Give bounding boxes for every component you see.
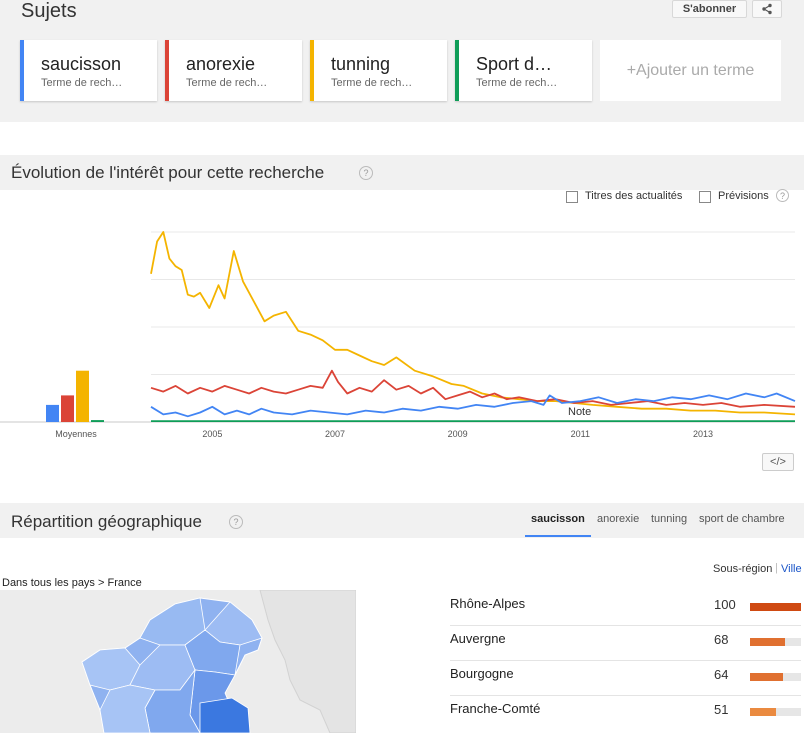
toggle-divider: | (775, 562, 778, 574)
average-bar-4 (91, 420, 104, 422)
france-map-shape (81, 590, 356, 733)
table-row[interactable]: Bourgogne 64 (450, 661, 801, 696)
region-value: 68 (714, 632, 729, 647)
share-button[interactable] (752, 0, 782, 18)
region-name: Bourgogne (450, 666, 514, 681)
region-name: Auvergne (450, 631, 506, 646)
region-bar (750, 638, 801, 646)
help-icon[interactable]: ? (229, 515, 243, 529)
interest-header: Évolution de l'intérêt pour cette recher… (0, 155, 804, 190)
term-name: tunning (331, 54, 391, 74)
region-bar-fill (750, 673, 783, 681)
topics-panel: Sujets S'abonner saucisson Terme de rech… (0, 0, 804, 122)
chart-series (150, 231, 796, 423)
news-headlines-checkbox[interactable] (566, 191, 578, 203)
embed-button[interactable]: </> (762, 453, 794, 471)
table-row[interactable]: Franche-Comté 51 (450, 696, 801, 731)
term-card-anorexie[interactable]: anorexie Terme de rech… (165, 40, 302, 101)
chart-grid (0, 231, 795, 423)
geo-tab-saucisson[interactable]: saucisson (531, 513, 585, 525)
region-bar-fill (750, 708, 776, 716)
average-bar-1 (46, 404, 59, 422)
series-line-1 (150, 231, 796, 416)
averages-bars: Moyennes (46, 370, 104, 439)
breadcrumb[interactable]: Dans tous les pays > France (2, 577, 142, 589)
x-tick-label: 2007 (325, 429, 345, 439)
subscribe-button[interactable]: S'abonner (672, 0, 747, 18)
x-tick-label: 2013 (693, 429, 713, 439)
region-name: Franche-Comté (450, 701, 541, 716)
interest-title: Évolution de l'intérêt pour cette recher… (11, 163, 325, 182)
region-bar (750, 603, 801, 611)
region-value: 64 (714, 667, 729, 682)
news-headlines-label: Titres des actualités (585, 190, 683, 202)
term-type: Terme de rech… (186, 77, 268, 89)
help-icon[interactable]: ? (359, 166, 373, 180)
forecast-checkbox[interactable] (699, 191, 711, 203)
table-row[interactable]: Auvergne 68 (450, 626, 801, 661)
subregion-toggle[interactable]: Sous-région (713, 563, 773, 575)
region-value: 100 (714, 597, 736, 612)
region-name: Rhône-Alpes (450, 596, 526, 611)
active-tab-indicator (525, 535, 591, 537)
term-type: Terme de rech… (41, 77, 123, 89)
geo-tab-anorexie[interactable]: anorexie (597, 513, 640, 525)
geo-title: Répartition géographique (11, 512, 202, 531)
france-map[interactable] (0, 590, 356, 733)
region-bar-fill (750, 603, 801, 611)
interest-chart: Moyennes 2005 2007 2009 2011 2013 Note (0, 231, 796, 439)
forecast-label: Prévisions (718, 190, 769, 202)
region-value: 51 (714, 702, 729, 717)
x-tick-label: 2011 (571, 429, 590, 439)
term-name: saucisson (41, 54, 122, 74)
region-bar-fill (750, 638, 785, 646)
term-card-sport[interactable]: Sport d… Terme de rech… (455, 40, 592, 101)
x-tick-label: 2005 (202, 429, 222, 439)
region-bar (750, 673, 801, 681)
region-bar (750, 708, 801, 716)
average-bar-3 (76, 370, 89, 422)
help-icon[interactable]: ? (776, 189, 789, 202)
term-card-saucisson[interactable]: saucisson Terme de rech… (20, 40, 157, 101)
series-line-3 (150, 392, 796, 418)
term-name: anorexie (186, 54, 256, 74)
x-tick-label: 2009 (448, 429, 468, 439)
x-axis: 2005 2007 2009 2011 2013 (202, 429, 713, 439)
term-type: Terme de rech… (476, 77, 558, 89)
city-toggle[interactable]: Ville (781, 563, 802, 575)
term-name: Sport d… (476, 54, 553, 74)
geo-header: Répartition géographique ? (0, 503, 804, 538)
note-annotation[interactable]: Note (568, 406, 591, 418)
table-row[interactable]: Rhône-Alpes 100 (450, 591, 801, 626)
average-bar-2 (61, 395, 74, 422)
series-line-2 (150, 369, 796, 408)
term-type: Terme de rech… (331, 77, 413, 89)
geo-tab-sport[interactable]: sport de chambre (699, 513, 785, 525)
share-icon (762, 3, 772, 15)
averages-label: Moyennes (55, 429, 97, 439)
geo-tab-tunning[interactable]: tunning (651, 513, 688, 525)
add-term-button[interactable]: +Ajouter un terme (600, 40, 781, 101)
term-card-tunning[interactable]: tunning Terme de rech… (310, 40, 447, 101)
topics-title: Sujets (21, 0, 77, 22)
